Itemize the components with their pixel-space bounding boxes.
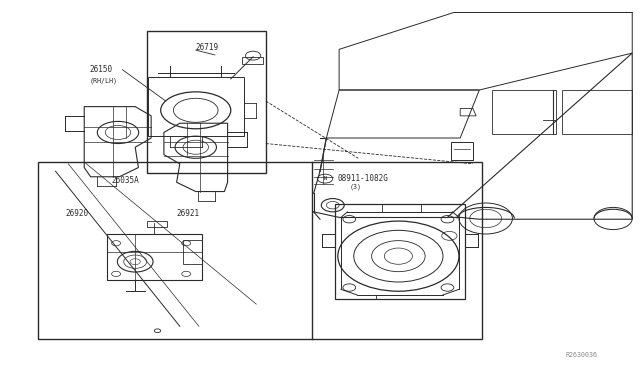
Bar <box>147 31 266 173</box>
Text: 26719: 26719 <box>196 43 219 52</box>
Text: 26150: 26150 <box>90 65 113 74</box>
Bar <box>335 205 465 299</box>
Text: 26921: 26921 <box>177 209 200 218</box>
Bar <box>183 240 202 263</box>
Text: (3): (3) <box>349 184 362 190</box>
Bar <box>451 142 473 160</box>
Text: R2630036: R2630036 <box>565 352 597 358</box>
Text: N: N <box>324 176 326 181</box>
Bar <box>106 234 202 280</box>
Bar <box>147 221 167 227</box>
Text: 26035A: 26035A <box>111 176 139 185</box>
Bar <box>383 205 420 212</box>
Text: 08911-1082G: 08911-1082G <box>338 174 388 183</box>
Bar <box>148 77 244 136</box>
Text: 26920: 26920 <box>65 209 88 218</box>
Bar <box>38 162 483 339</box>
Bar <box>242 57 262 64</box>
Text: (RH/LH): (RH/LH) <box>90 77 117 84</box>
